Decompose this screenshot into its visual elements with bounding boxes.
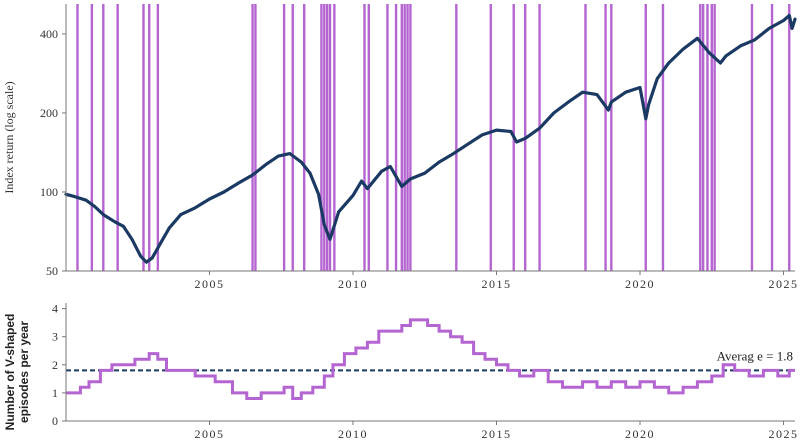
bottom-x-ticks: 2005 2010 2015 2020 2025	[195, 421, 799, 441]
episodes-per-year-series-line	[66, 318, 795, 400]
bottom-x-tick-label-4: 2025	[769, 427, 799, 441]
index-return-series-line	[64, 13, 797, 264]
top-x-tick-label-2: 2015	[482, 277, 512, 291]
bottom-y-tick-label-3: 3	[52, 330, 58, 344]
bottom-y-tick-label-0: 0	[52, 414, 58, 428]
top-x-tick-label-0: 2005	[195, 277, 225, 291]
top-y-tick-label-3: 400	[40, 27, 58, 41]
top-x-ticks: 2005 2010 2015 2020 2025	[195, 271, 799, 291]
bottom-y-axis-label: Number of V-shapedepisodes per year	[3, 314, 31, 431]
bottom-y-axis-label-line-2: episodes per year	[17, 321, 31, 423]
top-x-tick-label-1: 2010	[338, 277, 368, 291]
top-y-ticks: 50 100 200 400	[40, 27, 66, 278]
average-label: Averag e = 1.8	[717, 348, 793, 363]
index-return-panel: 50 100 200 400 2005 2010 2015 2020 2025 Index r…	[2, 4, 799, 291]
episodes-per-year-panel: Averag e = 1.8 0 1 2 3 4 2005 2010 2015 2020 202…	[3, 302, 799, 441]
episode-markers	[76, 4, 791, 271]
top-x-tick-label-3: 2020	[625, 277, 655, 291]
top-y-tick-label-2: 200	[40, 106, 58, 120]
bottom-y-tick-label-2: 2	[52, 358, 58, 372]
bottom-y-axis-label-line-1: Number of V-shaped	[3, 314, 17, 431]
top-y-tick-label-1: 100	[40, 185, 58, 199]
top-y-axis-label: Index return (log scale)	[2, 81, 16, 193]
top-y-tick-label-0: 50	[46, 264, 58, 278]
bottom-x-tick-label-0: 2005	[195, 427, 225, 441]
bottom-y-ticks: 0 1 2 3 4	[52, 302, 66, 428]
top-x-tick-label-4: 2025	[769, 277, 799, 291]
bottom-x-tick-label-2: 2015	[482, 427, 512, 441]
bottom-y-tick-label-1: 1	[52, 386, 58, 400]
bottom-y-tick-label-4: 4	[52, 302, 58, 316]
bottom-x-tick-label-1: 2010	[338, 427, 368, 441]
bottom-x-tick-label-3: 2020	[625, 427, 655, 441]
